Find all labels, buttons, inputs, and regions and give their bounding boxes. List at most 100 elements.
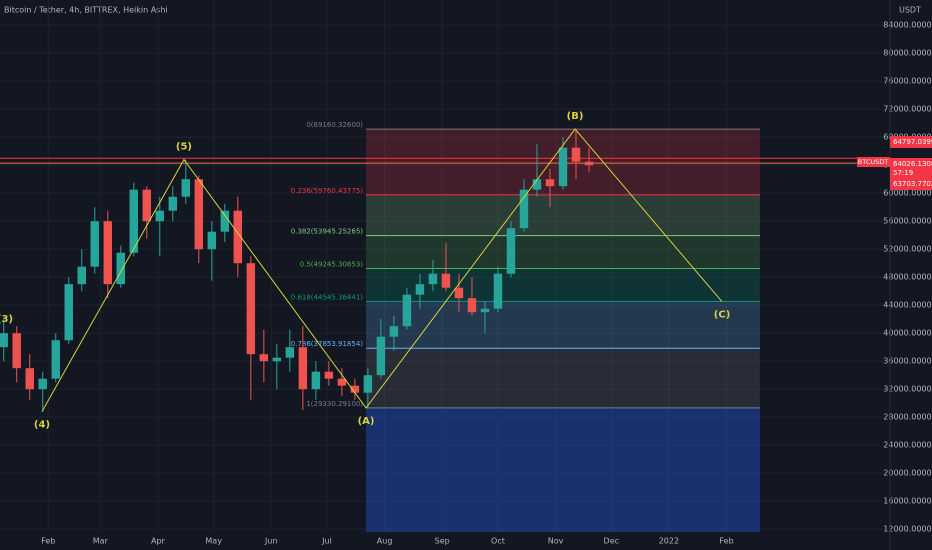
- candle-body: [0, 333, 8, 348]
- candle-body: [77, 266, 86, 285]
- y-tick-label: 20000.00000: [883, 469, 932, 478]
- fib-label: 0(69160.32600): [306, 121, 363, 129]
- price-badge-label: 63703.77025: [893, 180, 932, 188]
- candle-body: [25, 368, 34, 390]
- price-badge-label: 57:19: [893, 169, 913, 177]
- candle-body: [337, 378, 347, 386]
- wave-label: (C): [714, 310, 730, 321]
- x-tick-label: 2022: [659, 537, 679, 546]
- wave-label: (5): [176, 142, 192, 153]
- x-tick-label: Mar: [93, 537, 109, 546]
- fib-label: 0.382(53945.25265): [291, 228, 364, 236]
- candle-body: [129, 189, 139, 253]
- y-tick-label: 12000.00000: [883, 525, 932, 534]
- candle-body: [454, 287, 464, 299]
- candle-body: [220, 210, 230, 232]
- candle-body: [103, 221, 112, 285]
- candle-body: [155, 210, 165, 222]
- candle-body: [324, 371, 334, 379]
- x-tick-label: Dec: [604, 537, 619, 546]
- candle-body: [415, 284, 425, 295]
- x-tick-label: Sep: [435, 537, 450, 546]
- candle-body: [467, 298, 477, 313]
- candle-body: [428, 273, 438, 285]
- fib-label: 0.236(59760.43775): [291, 187, 364, 195]
- candle-body: [298, 347, 308, 390]
- candle-body: [12, 333, 21, 369]
- y-tick-label: 36000.00000: [883, 357, 932, 366]
- x-tick-label: Jun: [264, 537, 278, 546]
- fib-band: [366, 194, 760, 236]
- candle-body: [142, 189, 152, 222]
- candle-body: [116, 252, 125, 285]
- price-badge-label: 64026.13085: [893, 160, 932, 168]
- candle-body: [480, 308, 490, 313]
- y-tick-label: 32000.00000: [883, 385, 932, 394]
- y-tick-label: 52000.00000: [883, 245, 932, 254]
- y-tick-label: 40000.00000: [883, 329, 932, 338]
- candle-body: [285, 347, 295, 358]
- fib-band: [366, 235, 760, 269]
- currency-label: USDT: [899, 6, 921, 15]
- y-tick-label: 48000.00000: [883, 273, 932, 282]
- x-tick-label: May: [205, 537, 222, 546]
- candle-body: [194, 179, 204, 250]
- candle-body: [90, 221, 99, 267]
- price-badge-label: 64797.03998: [893, 138, 932, 146]
- candle-body: [181, 179, 191, 197]
- candle-body: [545, 179, 555, 187]
- fib-label: 0.618(44545.36441): [291, 293, 364, 301]
- wave-label: (3): [0, 314, 13, 325]
- y-tick-label: 80000.00000: [883, 49, 932, 58]
- x-tick-label: Jul: [321, 537, 332, 546]
- candle-body: [350, 385, 360, 393]
- x-tick-label: Oct: [491, 537, 505, 546]
- candle-body: [519, 189, 529, 229]
- candle-body: [64, 284, 73, 341]
- y-tick-label: 76000.00000: [883, 77, 932, 86]
- candle-body: [558, 147, 568, 187]
- y-tick-label: 72000.00000: [883, 105, 932, 114]
- candle-body: [441, 273, 451, 288]
- y-tick-label: 60000.00000: [883, 189, 932, 198]
- x-tick-label: Nov: [548, 537, 564, 546]
- candle-body: [532, 179, 542, 190]
- wave-label: (4): [34, 420, 50, 431]
- y-tick-label: 28000.00000: [883, 413, 932, 422]
- y-tick-label: 24000.00000: [883, 441, 932, 450]
- candle-body: [38, 378, 47, 390]
- x-tick-label: Apr: [151, 537, 166, 546]
- candle-body: [51, 340, 60, 379]
- candle-body: [168, 196, 178, 211]
- candle-body: [493, 273, 503, 309]
- candle-body: [571, 147, 581, 162]
- candle-body: [311, 371, 321, 390]
- fib-band: [366, 407, 760, 532]
- wave-label: (B): [567, 111, 584, 122]
- candle-body: [506, 228, 516, 274]
- fib-band: [366, 301, 760, 349]
- fib-label: 0.786(37853.91854): [291, 340, 364, 348]
- fib-band: [366, 268, 760, 302]
- candle-body: [233, 210, 243, 264]
- price-badge: [890, 158, 932, 190]
- wave-label: (A): [358, 416, 375, 427]
- chart-title: Bitcoin / Tether, 4h, BITTREX, Heikin As…: [4, 6, 168, 15]
- fib-label: 0.5(49245.30853): [300, 260, 364, 268]
- symbol-label: BTCUSDT: [858, 158, 888, 166]
- y-tick-label: 56000.00000: [883, 217, 932, 226]
- candle-body: [272, 357, 282, 362]
- candle-body: [584, 161, 594, 166]
- symbol-badge: [857, 157, 890, 167]
- price-badge: [890, 136, 932, 148]
- x-tick-label: Feb: [41, 537, 55, 546]
- candle-body: [207, 231, 217, 250]
- candle-body: [389, 326, 399, 337]
- candle-body: [246, 263, 256, 355]
- y-tick-label: 44000.00000: [883, 301, 932, 310]
- y-tick-label: 16000.00000: [883, 497, 932, 506]
- candle-body: [402, 294, 412, 327]
- y-tick-label: 84000.00000: [883, 21, 932, 30]
